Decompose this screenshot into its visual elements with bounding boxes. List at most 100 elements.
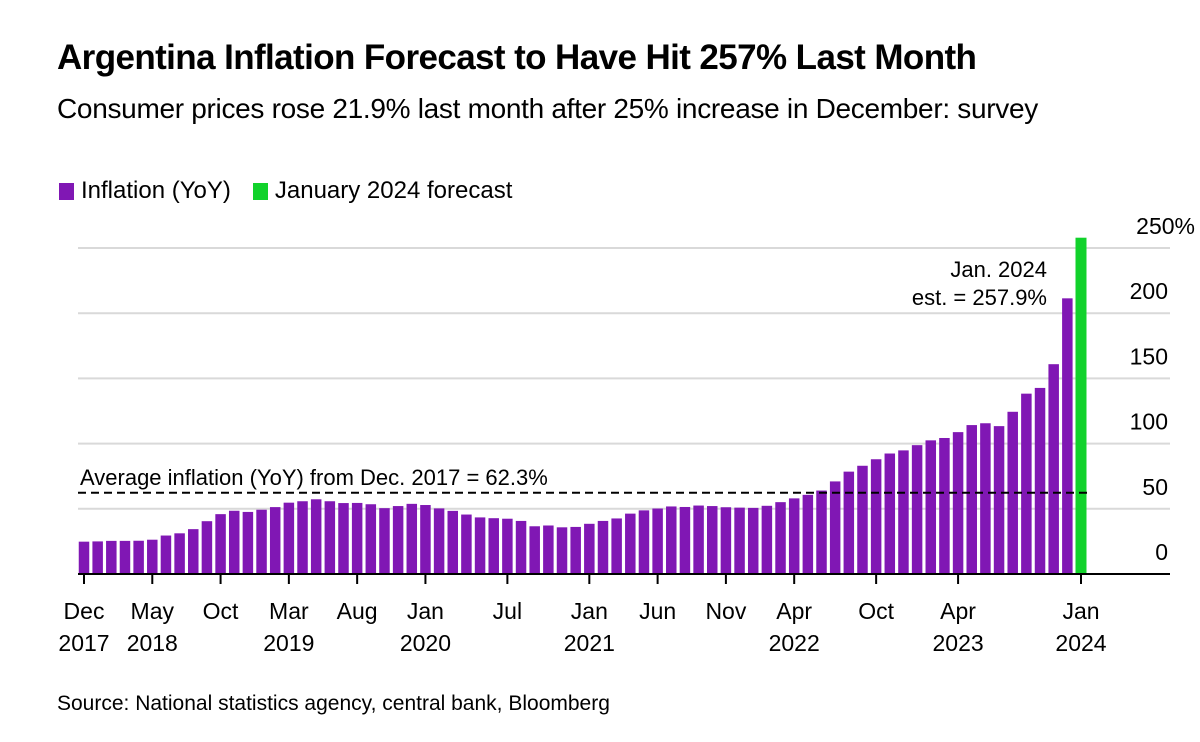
source-note: Source: National statistics agency, cent… <box>57 692 610 715</box>
x-tick-label-month: Jun <box>639 598 676 624</box>
bar <box>1048 364 1059 574</box>
x-tick-label-month: Mar <box>269 598 309 624</box>
chart-subtitle: Consumer prices rose 21.9% last month af… <box>57 93 1038 124</box>
bar <box>78 541 90 574</box>
bar <box>925 440 937 574</box>
bar <box>816 490 827 574</box>
x-tick-label-year: 2020 <box>400 630 451 656</box>
x-tick-label-year: 2024 <box>1055 630 1106 656</box>
bar <box>706 506 718 574</box>
legend-item-forecast: January 2024 forecast <box>252 177 513 205</box>
bar <box>433 508 445 574</box>
bar <box>269 507 281 574</box>
bar <box>188 529 199 574</box>
bar <box>447 510 459 574</box>
bar <box>980 423 991 574</box>
bar <box>515 520 527 574</box>
bar <box>297 501 308 574</box>
bar <box>228 510 240 574</box>
bar <box>747 507 759 574</box>
bar <box>679 506 691 574</box>
legend-label-forecast: January 2024 forecast <box>274 177 513 204</box>
bar <box>242 511 254 574</box>
bar <box>338 503 349 574</box>
bar <box>788 498 800 574</box>
bar <box>857 465 868 574</box>
chart-title: Argentina Inflation Forecast to Have Hit… <box>57 38 977 77</box>
bar <box>324 501 336 574</box>
x-axis: Dec 2017 May 2018 Oct Mar 2019 Aug Jan 2020 Jul Jan… <box>58 573 1170 656</box>
bar-forecast <box>1075 237 1087 574</box>
bar <box>993 426 1005 574</box>
x-tick-label-year: 2023 <box>932 630 983 656</box>
bar <box>119 540 131 574</box>
bar <box>351 502 363 574</box>
legend-item-inflation: Inflation (YoY) <box>59 177 231 205</box>
bar <box>597 520 609 574</box>
legend-label-inflation: Inflation (YoY) <box>81 177 231 204</box>
x-tick-label-month: Dec <box>64 598 105 624</box>
bar <box>939 437 950 574</box>
bar <box>693 505 704 574</box>
bar <box>406 503 418 574</box>
bar <box>1007 411 1018 574</box>
bar <box>310 499 322 574</box>
bar <box>898 450 909 574</box>
bar <box>365 504 377 574</box>
x-tick-label-month: Aug <box>337 598 378 624</box>
bar <box>461 514 472 574</box>
bar <box>488 518 499 574</box>
bar <box>379 508 390 574</box>
bar <box>734 507 745 574</box>
y-tick-label: 0 <box>1155 539 1168 565</box>
x-tick-label-month: Nov <box>705 598 746 624</box>
legend-swatch-purple-icon <box>59 182 74 200</box>
y-tick-label: 100 <box>1130 409 1168 435</box>
y-tick-label: 50 <box>1142 474 1168 500</box>
bar <box>215 514 226 574</box>
bar <box>611 518 622 574</box>
x-tick-label-year: 2018 <box>127 630 178 656</box>
bar <box>870 459 882 574</box>
x-tick-label-month: Jul <box>493 598 522 624</box>
bar <box>1034 387 1046 574</box>
bar <box>666 506 677 574</box>
bar <box>843 471 855 574</box>
bar <box>952 432 964 574</box>
x-tick-label-year: 2017 <box>58 630 109 656</box>
x-tick-label-month: Oct <box>858 598 894 624</box>
bar <box>911 445 923 574</box>
bar <box>133 540 144 574</box>
x-tick-label-month: Jan <box>407 598 444 624</box>
bar <box>256 509 267 574</box>
annotation-line-2: est. = 257.9% <box>912 285 1047 310</box>
bar <box>775 502 786 574</box>
x-tick-label-year: 2019 <box>263 630 314 656</box>
y-tick-label: 200 <box>1130 278 1168 304</box>
x-tick-label-month: May <box>131 598 175 624</box>
bar <box>392 506 404 574</box>
x-tick-label-month: Jan <box>571 598 608 624</box>
bar <box>174 533 185 574</box>
annotations: Jan. 2024 est. = 257.9% <box>912 257 1047 310</box>
bar <box>92 541 103 574</box>
bar <box>638 510 650 574</box>
average-reference-line: Average inflation (YoY) from Dec. 2017 =… <box>78 465 1087 494</box>
bar <box>147 539 158 574</box>
x-tick-label-month: Jan <box>1062 598 1099 624</box>
bar <box>720 507 732 574</box>
bar <box>625 513 636 574</box>
bar <box>761 505 773 574</box>
bar <box>884 453 896 574</box>
bar <box>283 502 295 574</box>
bar <box>160 535 172 574</box>
y-tick-label: 250% <box>1136 213 1195 239</box>
average-line-label: Average inflation (YoY) from Dec. 2017 =… <box>80 465 548 490</box>
bar <box>529 526 540 574</box>
bars <box>78 237 1087 574</box>
bar <box>1021 393 1032 574</box>
bar <box>556 527 568 574</box>
y-axis-tick-labels: 0 50 100 150 200 250% <box>1130 213 1195 565</box>
bar <box>502 518 513 574</box>
